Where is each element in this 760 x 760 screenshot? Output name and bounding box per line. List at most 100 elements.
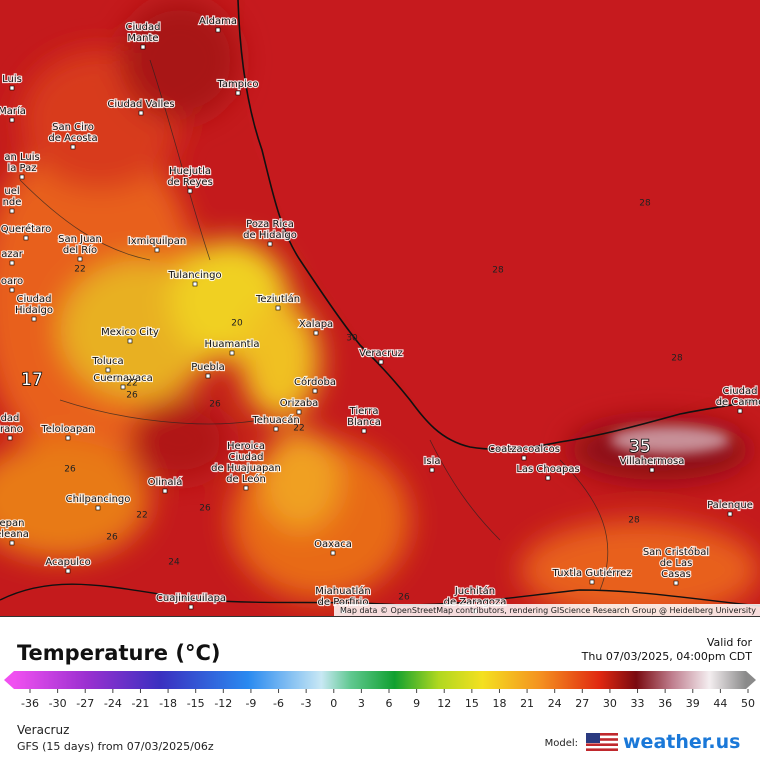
contour-label: 22: [136, 511, 147, 521]
valid-time: Thu 07/03/2025, 04:00pm CDT: [581, 650, 753, 663]
tick-label: -12: [214, 697, 232, 710]
city-marker: [138, 110, 144, 116]
contour-label: 28: [671, 354, 683, 364]
city-marker: [9, 117, 15, 123]
contour-label: 26: [64, 465, 76, 475]
city-marker: [65, 435, 71, 441]
contour-label: 28: [628, 516, 640, 526]
tick-label: -21: [131, 697, 149, 710]
city-label: de Huajuapan: [211, 463, 281, 474]
tick-label: -30: [49, 697, 67, 710]
contour-label: 28: [639, 199, 651, 209]
scale-ticks: -36 -30 -27 -24 -21 -18 -15 -12 -9 -6 -3 0 3 6 9 12 15 18…: [21, 689, 755, 710]
city-marker: [188, 604, 194, 610]
contour-label: 30: [346, 334, 358, 344]
city-label: Oaxaca: [314, 539, 352, 550]
city-label: Cuajinicuilapa: [156, 593, 226, 604]
color-scale: [14, 671, 746, 689]
tick-label: 24: [548, 697, 562, 710]
city-label: Chilpancingo: [66, 494, 131, 505]
city-label: Veracruz: [359, 348, 403, 359]
city-label: de Las: [660, 558, 693, 569]
city-label: San Cristóbal: [643, 546, 709, 558]
city-marker: [187, 188, 193, 194]
model-run: GFS (15 days) from 07/03/2025/06z: [17, 740, 214, 753]
tick-label: 39: [686, 697, 700, 710]
city-label: azar: [1, 249, 24, 260]
city-label: Juchitán: [454, 585, 495, 597]
city-label: Blanca: [347, 417, 381, 428]
city-marker: [140, 44, 146, 50]
city-label: an Luis: [4, 152, 39, 163]
contour-label: 22: [74, 265, 85, 275]
city-marker: [9, 540, 15, 546]
city-label: Casas: [661, 569, 691, 580]
tick-label: 18: [492, 697, 506, 710]
tick-label: 27: [575, 697, 589, 710]
tick-label: 0: [330, 697, 337, 710]
city-marker: [31, 316, 37, 322]
city-label: de Hidalgo: [243, 230, 297, 241]
city-marker: [192, 281, 198, 287]
city-marker: [737, 408, 743, 414]
coastline: [237, 0, 760, 451]
city-label: eleana: [0, 529, 29, 540]
city-marker: [65, 568, 71, 574]
city-label: Aldama: [199, 16, 237, 27]
city-marker: [9, 260, 15, 266]
tick-label: -24: [104, 697, 122, 710]
city-marker: [105, 367, 111, 373]
tick-label: 12: [437, 697, 451, 710]
city-marker: [275, 305, 281, 311]
contour-label: 26: [398, 593, 410, 603]
city-label: San Ciro: [52, 122, 94, 133]
city-label: Querétaro: [1, 223, 51, 235]
hot-spot: [610, 426, 730, 454]
city-marker: [727, 511, 733, 517]
city-marker: [243, 485, 249, 491]
city-label: Cuernavaca: [93, 373, 153, 384]
city-marker: [649, 467, 655, 473]
city-label: de Reyes: [167, 177, 213, 188]
sea: [240, 0, 760, 450]
contour-label: 20: [231, 319, 243, 329]
city-label: Ciudad: [229, 452, 264, 463]
tick-label: -6: [273, 697, 284, 710]
city-label: Teziutlán: [255, 293, 300, 305]
city-marker: [312, 388, 318, 394]
city-marker: [70, 144, 76, 150]
contour-label: 22: [126, 379, 137, 389]
city-label: Mante: [127, 33, 158, 44]
tick-label: 30: [603, 697, 617, 710]
tick-label: 3: [358, 697, 365, 710]
city-marker: [313, 330, 319, 336]
location: Veracruz: [17, 723, 69, 737]
city-label: Córdoba: [294, 376, 336, 388]
city-label: Poza Rica: [246, 219, 294, 230]
city-label: Tierra: [349, 406, 379, 417]
contour-label: 22: [293, 424, 304, 434]
city-marker: [7, 435, 13, 441]
brand[interactable]: weather.us: [623, 731, 740, 753]
city-marker: [296, 409, 302, 415]
city-label: Olinalá: [148, 476, 183, 488]
city-label: Mexico City: [101, 327, 159, 338]
tick-label: -9: [245, 697, 256, 710]
city-label: Huamantla: [204, 339, 259, 350]
city-marker: [273, 426, 279, 432]
contour-label: 24: [168, 558, 180, 568]
city-label: Villahermosa: [620, 456, 685, 467]
city-marker: [95, 505, 101, 511]
contour-label: 28: [492, 266, 504, 276]
city-label: del Río: [63, 244, 97, 256]
city-label: Tehuacán: [251, 414, 299, 426]
city-label: Teloloapan: [40, 424, 94, 435]
city-marker: [162, 488, 168, 494]
city-label: de León: [226, 473, 266, 485]
city-marker: [330, 550, 336, 556]
city-marker: [378, 359, 384, 365]
city-label: de Acosta: [48, 133, 97, 144]
tick-label: -27: [76, 697, 94, 710]
attribution-background: [334, 604, 760, 616]
